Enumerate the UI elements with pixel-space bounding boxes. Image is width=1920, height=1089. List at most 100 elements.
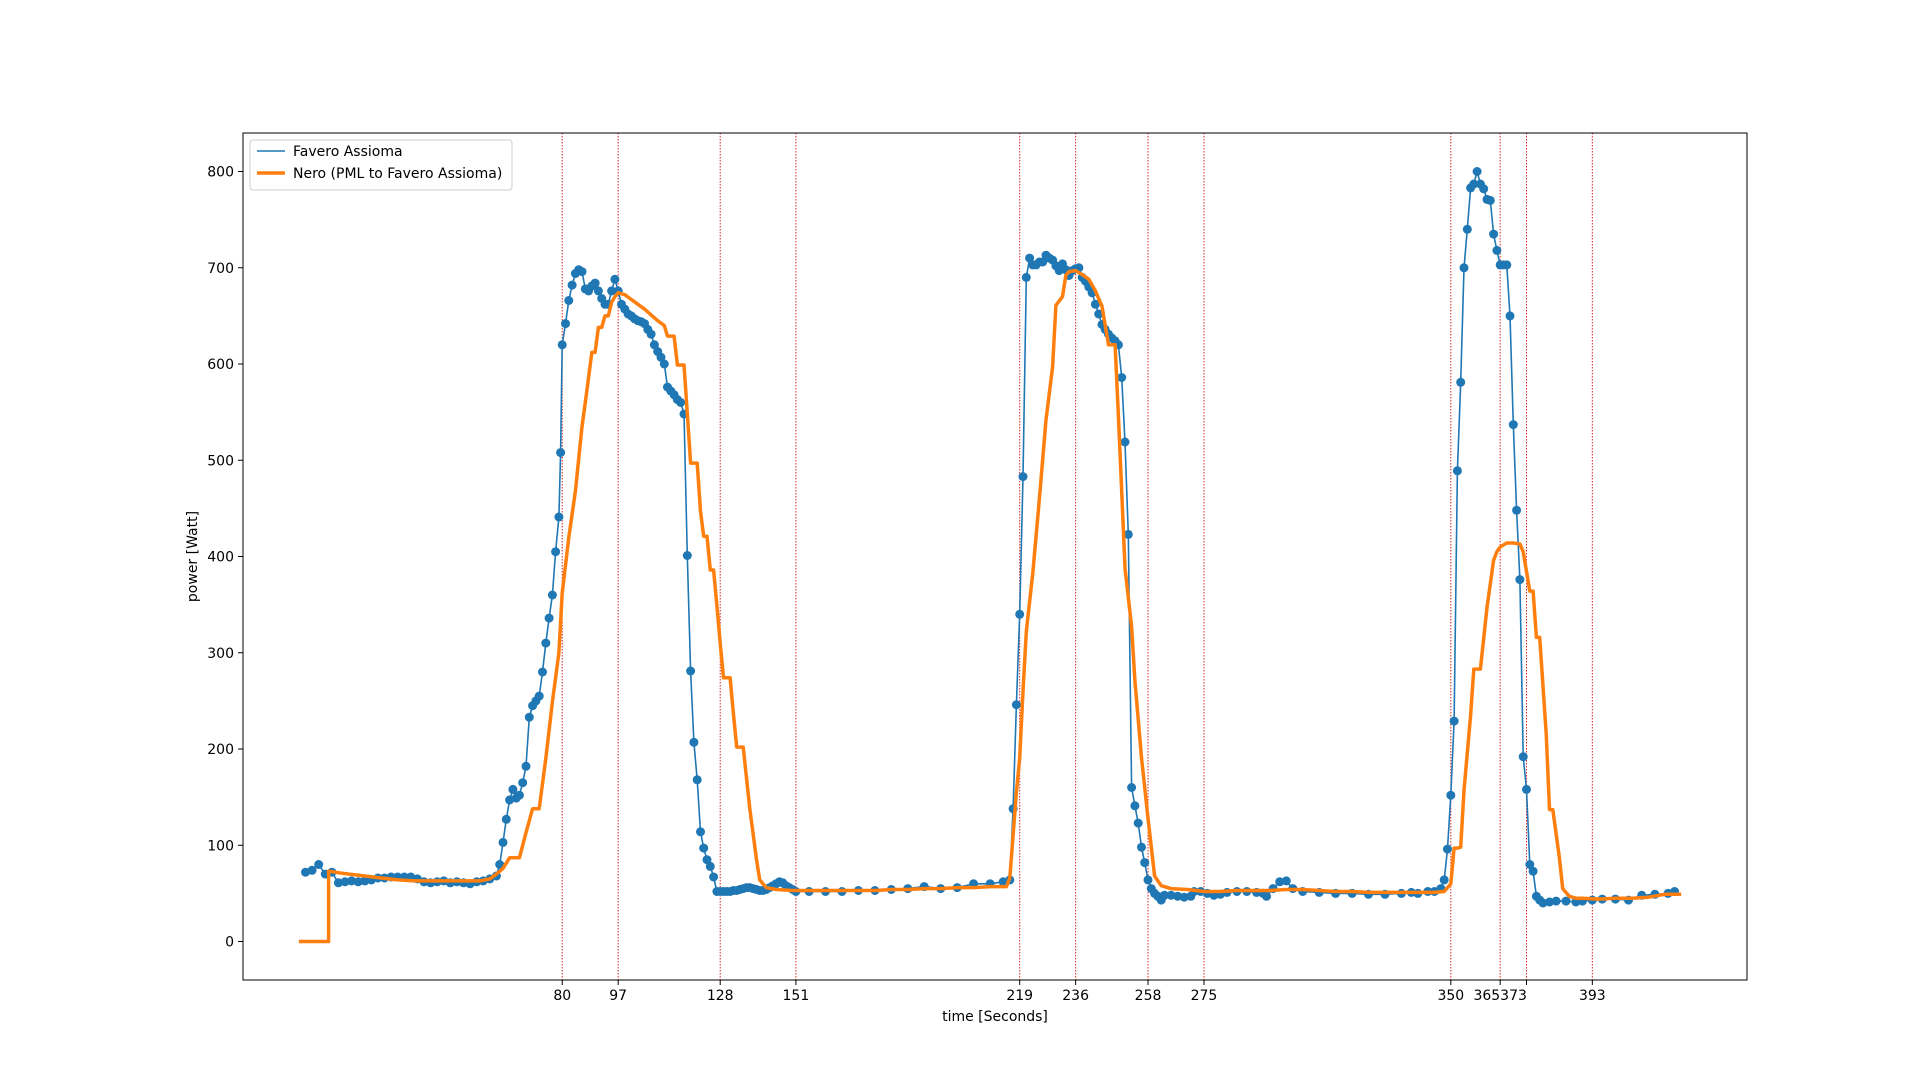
favero-point bbox=[501, 814, 511, 824]
favero-point bbox=[607, 286, 617, 296]
favero-point bbox=[1462, 224, 1472, 234]
favero-point bbox=[1515, 575, 1525, 585]
favero-point bbox=[333, 878, 343, 888]
favero-point bbox=[340, 877, 350, 887]
favero-point bbox=[1446, 790, 1456, 800]
series-nero-line bbox=[298, 268, 1682, 944]
favero-point bbox=[541, 638, 551, 648]
x-tick-label-128: 128 bbox=[707, 988, 734, 1004]
favero-point bbox=[544, 613, 554, 623]
favero-point bbox=[692, 775, 702, 785]
x-tick-label-393: 393 bbox=[1579, 988, 1606, 1004]
favero-point bbox=[1021, 272, 1031, 282]
favero-point bbox=[1485, 195, 1495, 205]
favero-point bbox=[1472, 167, 1482, 176]
favero-point bbox=[1166, 890, 1176, 900]
favero-point bbox=[610, 274, 620, 284]
favero-point bbox=[1025, 253, 1035, 263]
favero-point bbox=[646, 329, 656, 339]
favero-point bbox=[1160, 890, 1169, 900]
reference-lines bbox=[561, 133, 1593, 980]
favero-point bbox=[1281, 876, 1291, 886]
favero-point bbox=[696, 827, 705, 837]
favero-point bbox=[659, 359, 669, 369]
favero-point bbox=[1479, 184, 1489, 194]
favero-point bbox=[1505, 311, 1515, 321]
favero-point bbox=[1439, 875, 1449, 885]
favero-point bbox=[682, 551, 692, 560]
favero-point bbox=[1275, 877, 1285, 887]
favero-point bbox=[689, 737, 699, 747]
favero-point bbox=[1518, 752, 1528, 762]
favero-point bbox=[1117, 373, 1127, 382]
legend-label-nero: Nero (PML to Favero Assioma) bbox=[293, 166, 502, 182]
favero-point bbox=[1522, 784, 1531, 794]
favero-point bbox=[699, 843, 709, 853]
favero-point bbox=[314, 860, 324, 869]
favero-point bbox=[498, 837, 508, 847]
favero-point bbox=[514, 790, 524, 800]
favero-point bbox=[567, 280, 577, 290]
favero-point bbox=[649, 340, 659, 350]
y-tick-label-400: 400 bbox=[207, 550, 234, 566]
favero-point bbox=[1038, 257, 1048, 267]
x-tick-label-275: 275 bbox=[1191, 988, 1218, 1004]
x-tick-label-350: 350 bbox=[1437, 988, 1464, 1004]
favero-point bbox=[508, 784, 518, 794]
favero-point bbox=[1127, 783, 1137, 792]
favero-point bbox=[1512, 505, 1522, 515]
favero-point bbox=[1443, 844, 1452, 854]
favero-point bbox=[521, 761, 531, 771]
y-tick-label-500: 500 bbox=[207, 453, 234, 469]
favero-point bbox=[1561, 896, 1571, 906]
favero-point bbox=[353, 877, 363, 887]
x-tick-label-97: 97 bbox=[609, 988, 627, 1004]
x-tick-label-365: 365373 bbox=[1473, 988, 1526, 1004]
favero-point bbox=[1011, 700, 1021, 710]
x-tick-label-219: 219 bbox=[1006, 988, 1033, 1004]
favero-point bbox=[1054, 266, 1064, 276]
x-tick-label-151: 151 bbox=[783, 988, 810, 1004]
x-axis-ticks: 80 97 128 151 219 236 258 275 350 365373 393 bbox=[553, 980, 1606, 1004]
y-tick-label-800: 800 bbox=[207, 165, 234, 181]
favero-point bbox=[1508, 420, 1518, 430]
favero-point bbox=[538, 667, 547, 677]
legend-label-favero: Favero Assioma bbox=[293, 144, 403, 160]
favero-point bbox=[1551, 896, 1561, 906]
favero-point bbox=[590, 278, 600, 288]
y-axis-label: power [Watt] bbox=[185, 511, 201, 602]
favero-point bbox=[564, 296, 574, 305]
legend-box bbox=[249, 139, 513, 191]
favero-point bbox=[676, 398, 686, 407]
favero-point bbox=[360, 876, 370, 886]
favero-point bbox=[551, 547, 561, 557]
favero-point bbox=[1137, 842, 1146, 852]
favero-point bbox=[577, 267, 587, 277]
favero-point bbox=[561, 319, 570, 329]
favero-point bbox=[1179, 892, 1189, 902]
favero-point bbox=[709, 872, 719, 882]
favero-point bbox=[1143, 875, 1153, 885]
favero-point bbox=[556, 448, 566, 458]
favero-point bbox=[1094, 309, 1104, 319]
y-tick-label-100: 100 bbox=[207, 838, 234, 854]
favero-point bbox=[593, 286, 603, 296]
favero-point bbox=[1469, 179, 1479, 189]
favero-point bbox=[1525, 860, 1535, 869]
favero-point bbox=[547, 590, 557, 600]
y-axis-ticks: 0 100 200 300 400 500 600 700 800 bbox=[207, 165, 243, 951]
favero-point bbox=[702, 855, 712, 865]
favero-point bbox=[1130, 801, 1140, 811]
favero-point bbox=[1459, 263, 1469, 273]
y-tick-label-200: 200 bbox=[207, 742, 234, 758]
favero-point bbox=[656, 352, 666, 362]
x-tick-label-236: 236 bbox=[1062, 988, 1089, 1004]
x-axis-label: time [Seconds] bbox=[942, 1009, 1048, 1025]
favero-point bbox=[1123, 529, 1133, 539]
favero-point bbox=[1492, 245, 1502, 255]
favero-point bbox=[495, 860, 505, 869]
y-tick-label-700: 700 bbox=[207, 261, 234, 277]
favero-point bbox=[686, 666, 696, 676]
favero-point bbox=[347, 876, 357, 886]
